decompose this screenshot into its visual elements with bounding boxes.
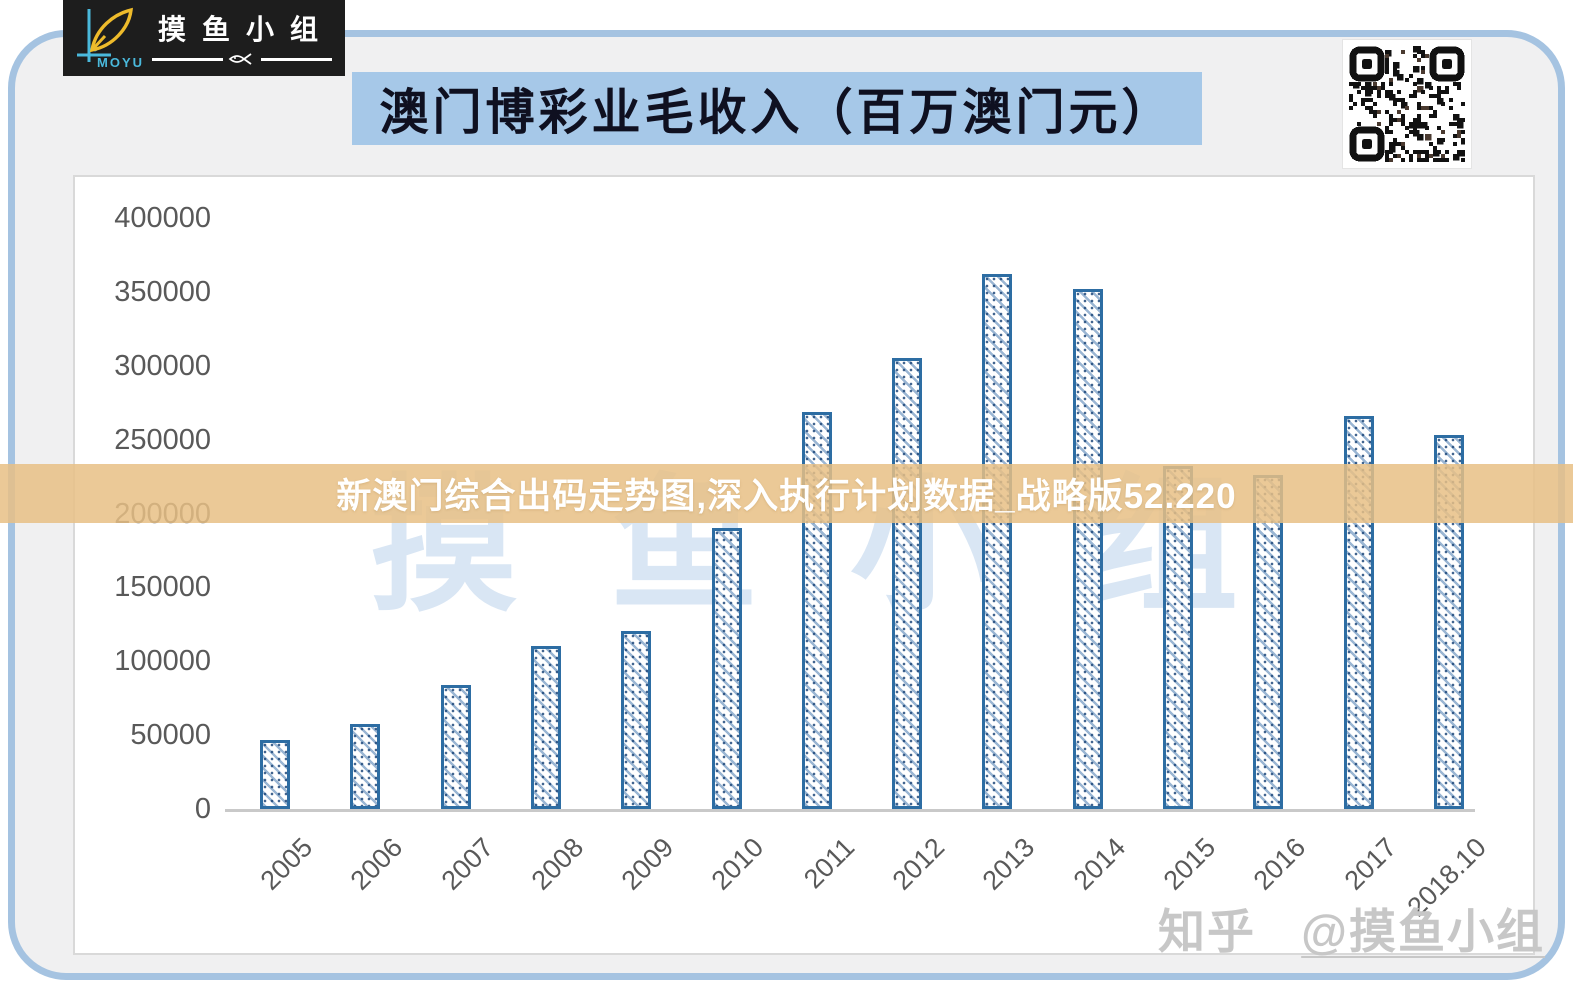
bar-2015 [1163,466,1193,809]
y-axis-tick-label: 400000 [114,202,211,234]
moyu-logo: MOYU 摸鱼小组 [63,0,345,76]
bar-2016 [1253,475,1283,809]
zhihu-prefix: 知乎 [1157,905,1256,958]
bar-2014 [1073,289,1103,809]
logo-group-name: 摸鱼小组 [157,14,334,45]
bar-2007 [441,685,471,809]
x-axis-tick-label: 2016 [1247,832,1312,896]
x-axis-tick-label: 2007 [435,832,499,896]
bar-2008 [531,646,561,809]
bar-2005 [260,740,290,809]
bar-2006 [350,724,380,809]
x-axis-tick-label: 2012 [886,832,951,896]
page-title-bar: 澳门博彩业毛收入（百万澳门元） [352,72,1202,145]
x-axis-tick-label: 2008 [525,832,590,896]
chart-panel: 摸鱼小组 05000010000015000020000025000030000… [73,175,1535,955]
bar-2012 [892,358,922,809]
x-axis-tick-label: 2015 [1157,832,1222,896]
y-axis-tick-label: 150000 [114,571,211,604]
y-axis-tick-label: 250000 [114,423,211,456]
bar-2013 [982,274,1012,809]
y-axis-tick-label: 0 [194,793,211,825]
y-axis-tick-label: 100000 [114,645,211,678]
overlay-banner-text: 新澳门综合出码走势图,深入执行计划数据_战略版52.220 [336,477,1237,516]
x-axis-tick-label: 2014 [1067,832,1131,896]
svg-text:MOYU: MOYU [97,55,144,70]
x-axis-tick-label: 2011 [797,832,861,895]
zhihu-handle: @摸鱼小组 [1301,905,1545,958]
y-axis-tick-label: 50000 [130,719,211,752]
fish-axis-icon: MOYU [71,4,149,70]
y-axis-tick-label: 350000 [114,275,211,308]
qr-code [1343,40,1471,168]
x-axis-tick-label: 2010 [706,832,770,896]
bar-2010 [712,528,742,809]
zhihu-watermark: 知乎 @摸鱼小组 [1158,893,1545,962]
page-title: 澳门博彩业毛收入（百万澳门元） [379,86,1175,140]
x-axis-tick-label: 2005 [254,832,319,896]
small-fish-icon [227,52,257,66]
overlay-banner: 新澳门综合出码走势图,深入执行计划数据_战略版52.220 [0,464,1573,523]
x-axis-line [225,809,1475,812]
x-axis-tick-label: 2006 [344,832,409,896]
x-axis-tick-label: 2013 [976,832,1041,896]
bar-2009 [621,631,651,809]
x-axis-tick-label: 2009 [615,832,680,896]
x-axis-tick-label: 2017 [1338,832,1402,896]
logo-underline [152,52,332,66]
y-axis-tick-label: 300000 [114,349,211,382]
